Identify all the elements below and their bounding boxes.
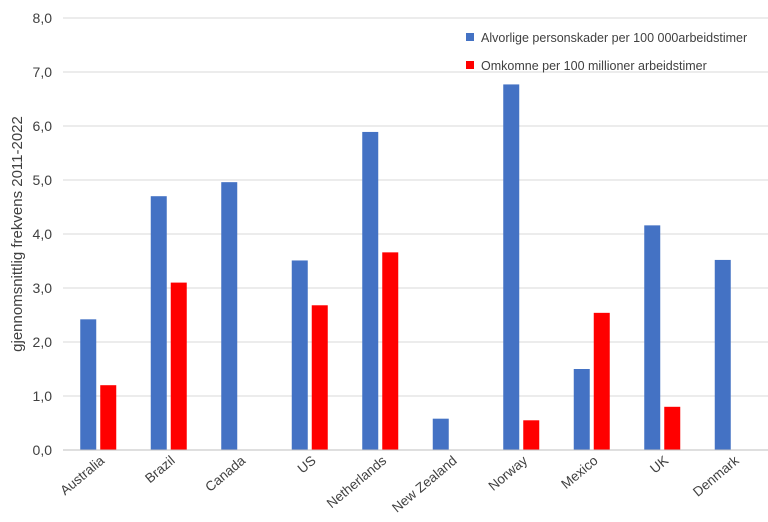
y-axis-label: gjennomsnittlig frekvens 2011-2022 [9,116,26,352]
x-tick-label: Denmark [690,453,742,500]
y-tick-label: 3,0 [33,280,53,296]
legend: Alvorlige personskader per 100 000arbeid… [466,31,747,73]
bar-injuries [573,369,590,450]
x-tick-label: UK [647,453,671,477]
y-tick-label: 4,0 [33,226,53,242]
x-tick-label: Netherlands [324,453,390,511]
bar-fatalities [311,305,328,450]
bar-injuries [503,84,520,451]
bar-fatalities [382,252,399,450]
bar-fatalities [523,420,540,450]
x-tick-label: Mexico [558,453,600,492]
x-axis-ticks: Australia Brazil Canada US Netherlands New Ze… [57,452,742,515]
gridlines [63,17,768,397]
bars [80,84,731,451]
legend-swatch-fatalities [466,61,474,69]
y-axis-ticks: 0,0 1,0 2,0 3,0 4,0 5,0 6,0 7,0 8,0 [33,10,53,458]
bar-fatalities [593,312,610,450]
x-tick-label: New Zealand [389,453,460,516]
y-tick-label: 7,0 [33,64,53,80]
legend-label-injuries: Alvorlige personskader per 100 000arbeid… [481,31,747,45]
y-tick-label: 5,0 [33,172,53,188]
bar-injuries [221,182,238,450]
bar-fatalities [100,385,117,450]
y-tick-label: 2,0 [33,334,53,350]
bar-injuries [291,260,308,450]
bar-fatalities [664,406,681,450]
x-tick-label: Canada [202,452,248,494]
y-tick-label: 0,0 [33,442,53,458]
x-tick-label: US [295,453,319,477]
legend-label-fatalities: Omkomne per 100 millioner arbeidstimer [481,59,707,73]
x-tick-label: Norway [485,453,530,494]
x-tick-label: Australia [57,452,107,498]
x-tick-label: Brazil [142,453,178,486]
y-tick-label: 8,0 [33,10,53,26]
y-tick-label: 6,0 [33,118,53,134]
bar-injuries [432,418,449,450]
legend-swatch-injuries [466,33,474,41]
bar-fatalities [170,282,187,450]
bar-injuries [150,196,167,450]
bar-injuries [714,259,731,450]
bar-injuries [80,319,97,450]
bar-injuries [644,225,661,450]
y-tick-label: 1,0 [33,388,53,404]
bar-injuries [362,131,379,450]
